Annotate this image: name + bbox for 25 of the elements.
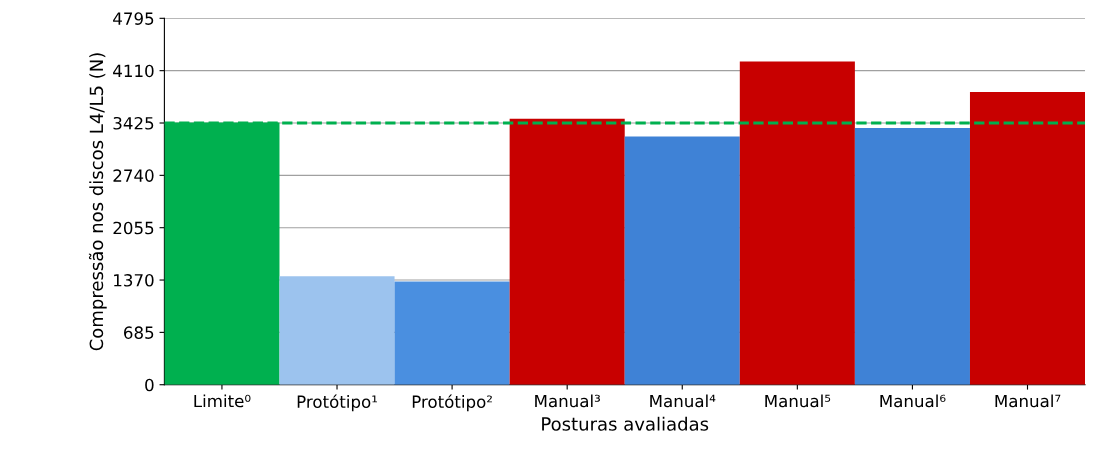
x-tick-label: Manual⁷ — [995, 394, 1061, 408]
x-tick-label: Protótipo² — [412, 394, 492, 412]
y-tick-label: 2055 — [113, 221, 154, 235]
y-tick-label: 4110 — [113, 64, 154, 78]
bar — [854, 127, 970, 385]
x-tick-label: Manual⁵ — [765, 394, 831, 408]
y-tick-label: 2740 — [113, 169, 154, 182]
y-tick-label: 1370 — [114, 274, 154, 287]
bar — [624, 136, 740, 385]
y-tick-label: 685 — [124, 326, 154, 339]
y-tick-label: 4795 — [113, 12, 154, 25]
bar — [394, 281, 510, 385]
x-tick-label: Protótipo¹ — [297, 394, 377, 412]
bar — [279, 276, 395, 385]
x-tick-label: Manual⁶ — [880, 394, 946, 408]
x-axis-title: Posturas avaliadas — [542, 416, 709, 431]
x-tick-label: Manual⁴ — [650, 394, 716, 408]
bar — [509, 118, 625, 385]
x-tick-label: Limite⁰ — [194, 394, 251, 408]
y-tick-label: 3425 — [113, 116, 154, 130]
y-axis-title: Compressão nos discos L4/L5 (N) — [88, 53, 107, 351]
bar — [969, 92, 1086, 385]
y-tick-label: 0 — [145, 378, 154, 392]
bar — [739, 61, 855, 385]
x-tick-label: Manual³ — [535, 394, 600, 408]
